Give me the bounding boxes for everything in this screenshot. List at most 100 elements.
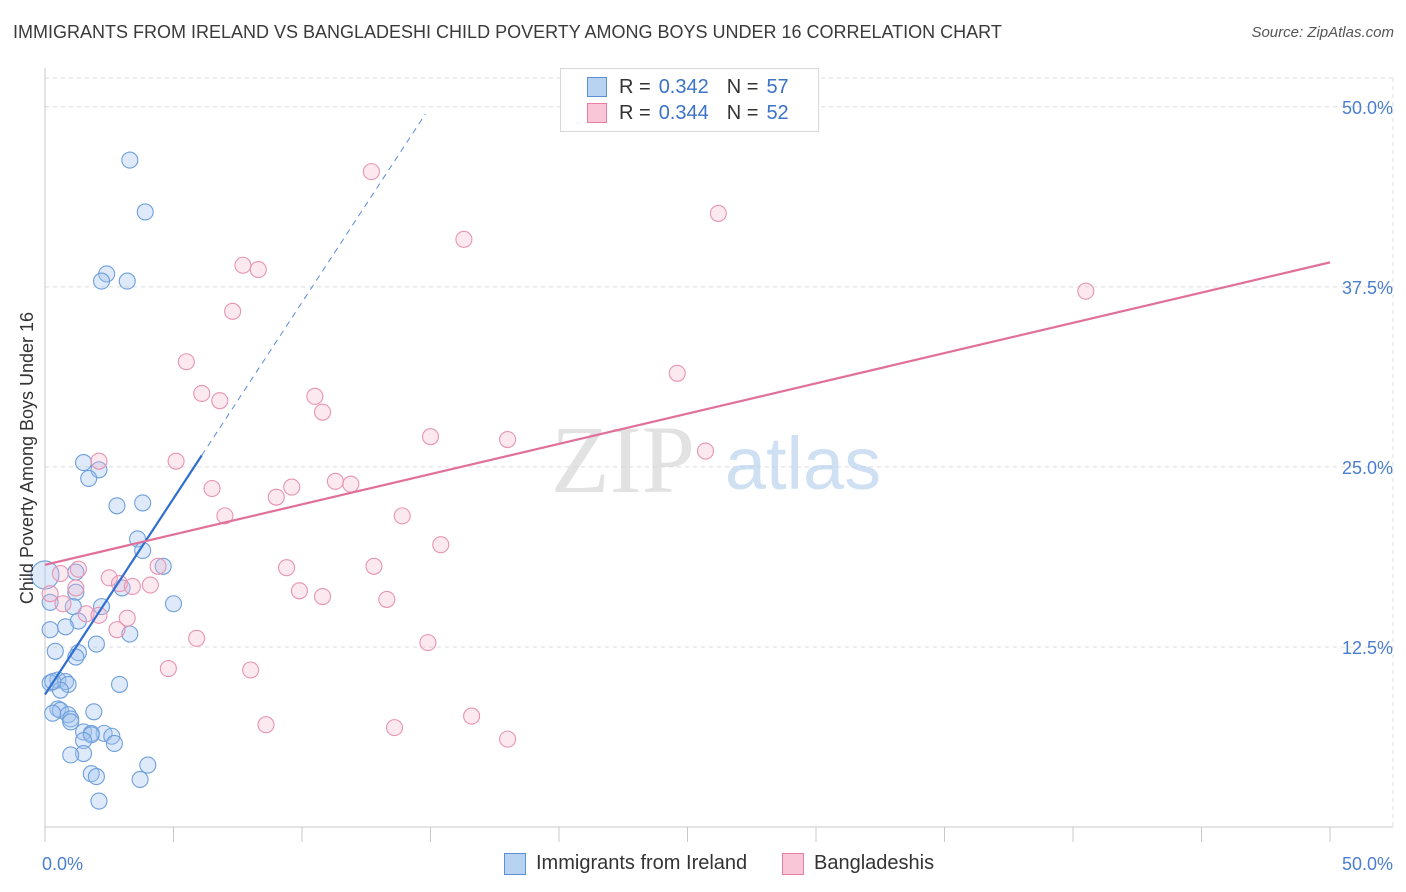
data-points [30, 151, 1095, 810]
bangladeshis-point [393, 507, 411, 525]
grid-lines [45, 77, 1394, 827]
bangladeshis-point [51, 564, 69, 583]
legend-r-label: R = [619, 75, 651, 98]
y-tick-label: 25.0% [1342, 458, 1393, 478]
ireland-point [62, 713, 80, 731]
bangladeshis-point [123, 577, 141, 596]
bangladeshis-point [118, 609, 136, 627]
bangladeshis-point [306, 387, 324, 405]
x-tick-label: 50.0% [1342, 854, 1393, 874]
bangladeshis-point [41, 585, 59, 603]
bangladeshis-point [167, 452, 185, 470]
legend-n-label: N = [726, 75, 759, 98]
legend-row-ireland: R = 0.342 N = 57 [587, 75, 807, 99]
y-tick-label: 37.5% [1342, 278, 1393, 298]
ireland-point [85, 703, 103, 721]
watermark-zip: ZIP [551, 406, 695, 513]
bangladeshis-point [1077, 282, 1095, 300]
bottom-legend-label-bangladeshis: Bangladeshis [814, 852, 935, 874]
ireland-point [139, 756, 157, 774]
ireland-point [44, 704, 62, 722]
y-axis-label: Child Poverty Among Boys Under 16 [17, 312, 37, 604]
bangladeshis-point [211, 392, 229, 410]
bottom-legend-ireland: Immigrants from Ireland [504, 852, 747, 875]
legend-n-label: N = [726, 101, 759, 124]
ireland-point [131, 770, 149, 789]
legend-box: R = 0.342 N = 57 R = 0.344 N = 52 [560, 68, 819, 132]
legend-n-value: 57 [766, 75, 789, 98]
bangladeshis-trend-line [44, 261, 1331, 566]
ireland-point [75, 454, 93, 472]
legend-row-bangladeshis: R = 0.344 N = 52 [587, 101, 807, 125]
bangladeshis-point [257, 716, 275, 734]
bottom-legend-swatch-bangladeshis [782, 852, 804, 875]
ireland-point [67, 583, 85, 601]
bangladeshis-point [67, 579, 85, 597]
ireland-point [30, 560, 60, 590]
bangladeshis-point [278, 559, 296, 577]
ireland-point [110, 675, 129, 693]
ireland-point [46, 642, 64, 660]
bangladeshis-point [668, 364, 686, 382]
bottom-legend-label-ireland: Immigrants from Ireland [536, 852, 748, 874]
bangladeshis-point [709, 204, 727, 222]
ireland-point [80, 469, 98, 487]
bangladeshis-point [149, 557, 167, 575]
bangladeshis-point [100, 569, 118, 587]
chart-source: Source: ZipAtlas.com [1251, 24, 1394, 41]
bangladeshis-point [290, 582, 308, 600]
bangladeshis-point [224, 302, 242, 320]
bangladeshis-point [267, 488, 285, 506]
bangladeshis-point [54, 595, 72, 613]
bangladeshis-point [159, 660, 177, 678]
bottom-legend-swatch-ireland [504, 852, 526, 875]
bangladeshis-point [242, 661, 260, 679]
bangladeshis-point [216, 507, 234, 525]
ireland-point [92, 272, 111, 290]
bangladeshis-point [234, 256, 252, 274]
ireland-point [121, 151, 139, 169]
bangladeshis-point [499, 730, 517, 748]
ireland-trend-extension [201, 113, 426, 456]
bangladeshis-point [455, 230, 473, 248]
ireland-point [41, 621, 59, 639]
legend-swatch-bangladeshis [587, 103, 607, 123]
bangladeshis-point [283, 478, 301, 496]
bangladeshis-point [203, 479, 221, 498]
bangladeshis-point [499, 430, 517, 449]
bangladeshis-point [314, 587, 332, 606]
bangladeshis-point [385, 719, 404, 737]
ireland-point [87, 768, 105, 786]
axis-labels: 12.5% 25.0% 37.5% 50.0% 0.0% 50.0% [42, 98, 1393, 874]
bangladeshis-point [365, 557, 383, 575]
bangladeshis-point [421, 428, 440, 446]
watermark-atlas: atlas [725, 422, 881, 505]
bangladeshis-point [69, 560, 87, 578]
bangladeshis-point [696, 442, 715, 460]
ireland-point [108, 497, 126, 515]
ireland-point [57, 618, 75, 636]
chart-title: IMMIGRANTS FROM IRELAND VS BANGLADESHI C… [13, 22, 1002, 42]
ireland-point [41, 593, 59, 611]
legend-r-label: R = [619, 101, 651, 124]
bottom-legend-bangladeshis: Bangladeshis [782, 852, 934, 875]
ireland-point [82, 765, 100, 783]
bangladeshis-point [362, 163, 380, 181]
bangladeshis-point [77, 605, 95, 623]
y-tick-label: 50.0% [1342, 98, 1393, 118]
bangladeshis-point [419, 634, 437, 652]
ireland-point [154, 557, 172, 575]
legend-r-value: 0.344 [658, 101, 709, 124]
x-tick-label: 0.0% [42, 854, 83, 874]
ireland-point [164, 595, 183, 613]
ireland-point [134, 494, 152, 512]
bangladeshis-point [314, 403, 332, 421]
trend-lines [44, 113, 1331, 696]
ireland-point [105, 734, 123, 753]
bangladeshis-point [249, 261, 267, 279]
ireland-point [118, 272, 136, 290]
ireland-point [75, 732, 93, 750]
bangladeshis-point [141, 576, 159, 594]
bangladeshis-point [108, 621, 126, 639]
